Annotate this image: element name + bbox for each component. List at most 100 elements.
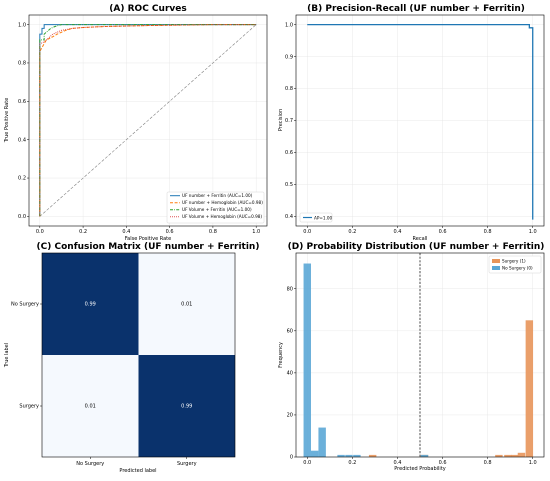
prob-legend-box (488, 255, 542, 274)
roc-xlabel: False Positive Rate (125, 236, 171, 242)
roc-ticks: 0.0 0.2 0.4 0.6 0.8 1.0 0.0 0.2 0.4 0.6 0.8 1.0 (18, 22, 260, 235)
cm-cell-value: 0.01 (85, 404, 96, 410)
pr-series (307, 23, 534, 220)
x-tick-label: 1.0 (529, 460, 537, 466)
roc-frame (28, 14, 268, 227)
cm-cell (138, 355, 235, 457)
y-tick-label: 0.8 (285, 86, 293, 92)
cm-ticks: No Surgery No Surgery Surgery Surgery (11, 302, 197, 467)
cm-cell (138, 253, 235, 355)
y-tick-label: 0.7 (285, 118, 293, 124)
cm-cell (42, 355, 139, 457)
y-tick-label: 0.6 (285, 150, 293, 156)
prob-bar-surgery (504, 454, 512, 457)
y-tick-label: 0.5 (285, 182, 293, 188)
x-tick-label: 1.0 (529, 229, 537, 235)
pr-series-line (307, 23, 534, 220)
prob-legend: Surgery (1) No Surgery (0) (488, 255, 542, 274)
x-tick-label: 0.6 (166, 229, 174, 235)
cm-cell-value: 0.99 (181, 404, 192, 410)
prob-xlabel: Predicted Probability (394, 466, 446, 472)
roc-legend-label: UF number + Ferritin (AUC=1.00) (182, 193, 253, 198)
x-tick-label: 0.2 (348, 460, 356, 466)
cm-ylabel: True label (4, 343, 10, 368)
y-tick-label: 20 (287, 413, 293, 419)
panel-confusion: (C) Confusion Matrix (UF number + Ferrit… (4, 242, 259, 474)
x-tick-label: 0.0 (303, 229, 311, 235)
prob-ticks: 0.0 0.2 0.4 0.6 0.8 1.0 0 20 40 60 80 (287, 286, 537, 466)
roc-series-line (39, 24, 257, 217)
prob-title: (D) Probability Distribution (UF number … (288, 242, 545, 252)
prob-bar-no-surgery (310, 450, 319, 457)
roc-title: (A) ROC Curves (109, 4, 186, 14)
x-tick-label: 0.2 (79, 229, 87, 235)
cm-frame (41, 252, 236, 458)
prob-bar-no-surgery (318, 427, 326, 457)
cm-cell-value: 0.99 (85, 302, 96, 308)
pr-legend-label: AP=1.00 (314, 215, 333, 220)
cm-x-tick-label: No Surgery (76, 461, 104, 467)
y-tick-label: 0.2 (18, 176, 26, 182)
x-tick-label: 0.2 (348, 229, 356, 235)
x-tick-label: 0.8 (484, 460, 492, 466)
y-tick-label: 0.6 (18, 99, 26, 105)
panel-probability: (D) Probability Distribution (UF number … (278, 242, 544, 472)
roc-series (39, 24, 257, 217)
prob-bar-surgery (525, 320, 534, 457)
cm-cell (42, 253, 139, 355)
prob-bars (303, 253, 534, 457)
y-tick-label: 0.4 (285, 214, 293, 220)
prob-bar-no-surgery (420, 454, 429, 457)
pr-grid (296, 15, 544, 226)
x-tick-label: 1.0 (252, 229, 260, 235)
pr-ticks: 0.0 0.2 0.4 0.6 0.8 1.0 0.4 0.5 0.6 0.7 0.8 0.9 1.0 (285, 22, 537, 235)
cm-y-tick-label: Surgery (19, 404, 39, 410)
x-tick-label: 0.0 (36, 229, 44, 235)
roc-legend-label: UF number + Hemoglobin (AUC=0.98) (182, 200, 263, 205)
roc-legend-label: UF Volume + Hemoglobin (AUC=0.98) (182, 214, 262, 219)
cm-cells: 0.99 0.01 0.01 0.99 (42, 253, 235, 457)
pr-legend-box (299, 212, 333, 223)
y-tick-label: 0.8 (18, 61, 26, 67)
roc-legend: UF number + Ferritin (AUC=1.00) UF number… (166, 191, 265, 224)
y-tick-label: 0.0 (18, 214, 26, 220)
prob-legend-swatch (492, 266, 500, 270)
y-tick-label: 40 (287, 371, 293, 377)
y-tick-label: 0.4 (18, 137, 26, 143)
roc-legend-box (166, 191, 265, 224)
x-tick-label: 0.4 (393, 460, 401, 466)
roc-series-line (39, 24, 257, 217)
pr-xlabel: Recall (413, 236, 428, 242)
roc-ylabel: True Positive Rate (4, 98, 10, 144)
panel-pr: (B) Precision-Recall (UF number + Ferrit… (278, 4, 545, 242)
prob-bar-surgery (517, 452, 526, 457)
pr-legend: AP=1.00 (299, 212, 333, 223)
prob-bar-no-surgery (303, 263, 311, 457)
x-tick-label: 0.8 (209, 229, 217, 235)
x-tick-label: 0.6 (439, 229, 447, 235)
prob-bar-surgery (368, 454, 377, 457)
y-tick-label: 60 (287, 329, 293, 335)
prob-legend-swatch (492, 259, 500, 263)
y-tick-label: 0.9 (285, 54, 293, 60)
roc-series-line (39, 24, 257, 217)
prob-bar-no-surgery (345, 454, 353, 457)
y-tick-label: 80 (287, 286, 293, 292)
x-tick-label: 0.4 (393, 229, 401, 235)
prob-bar-surgery (510, 454, 519, 457)
x-tick-label: 0.6 (439, 460, 447, 466)
prob-legend-label: Surgery (1) (502, 259, 526, 264)
panel-roc: (A) ROC Curves 0.0 0.2 0.4 0.6 0.8 1.0 0.0 0.2 0… (4, 4, 268, 242)
x-tick-label: 0.8 (484, 229, 492, 235)
prob-bar-no-surgery (337, 454, 345, 457)
y-tick-label: 0 (290, 455, 293, 461)
cm-xlabel: Predicted label (119, 468, 156, 474)
prob-bar-no-surgery (353, 454, 361, 457)
prob-ylabel: Frequency (278, 342, 284, 368)
cm-y-tick-label: No Surgery (11, 302, 39, 308)
pr-title: (B) Precision-Recall (UF number + Ferrit… (307, 4, 525, 14)
prob-legend-label: No Surgery (0) (502, 266, 533, 271)
prob-frame (295, 252, 545, 458)
y-tick-label: 1.0 (285, 22, 293, 28)
